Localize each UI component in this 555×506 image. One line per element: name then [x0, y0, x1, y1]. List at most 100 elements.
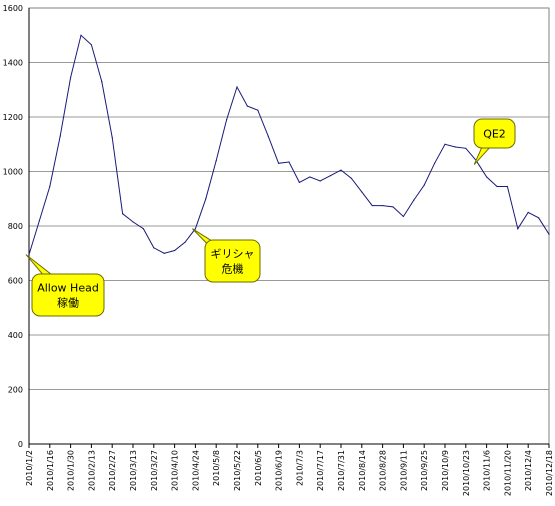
- x-tick-label: 2010/10/23: [462, 450, 471, 496]
- data-point: [309, 176, 311, 178]
- x-tick-label: 2010/12/4: [524, 450, 533, 491]
- y-tick-label: 1600: [3, 4, 23, 13]
- x-tick-label: 2010/11/20: [503, 450, 512, 496]
- callout-label: 危機: [222, 262, 244, 276]
- y-tick-label: 800: [8, 222, 23, 231]
- data-point: [194, 228, 196, 230]
- y-tick-label: 1400: [3, 59, 23, 68]
- data-point: [215, 160, 217, 162]
- data-point: [122, 213, 124, 215]
- data-point: [548, 233, 550, 235]
- callout-label: QE2: [483, 128, 506, 141]
- callout-label: ギリシャ: [211, 248, 255, 261]
- data-point: [90, 44, 92, 46]
- data-point: [465, 147, 467, 149]
- data-point: [132, 221, 134, 223]
- data-point: [278, 162, 280, 164]
- gridlines: [29, 7, 549, 390]
- x-tick-label: 2010/7/31: [337, 450, 346, 491]
- data-point: [298, 181, 300, 183]
- x-tick-label: 2010/9/25: [420, 450, 429, 491]
- data-point: [330, 174, 332, 177]
- x-tick-label: 2010/12/18: [545, 450, 554, 496]
- x-tick-label: 2010/5/8: [212, 450, 221, 486]
- callout-fill: [206, 241, 259, 281]
- x-tick-label: 2010/2/27: [108, 450, 117, 491]
- data-point: [340, 169, 342, 171]
- data-point: [506, 185, 508, 188]
- data-point: [434, 162, 436, 164]
- data-point: [319, 180, 321, 182]
- data-point: [288, 161, 290, 163]
- y-tick-label: 1200: [3, 113, 23, 122]
- x-tick-label: 2010/4/24: [191, 450, 200, 491]
- callout-label: Allow Head: [37, 282, 99, 295]
- x-tick-label: 2010/1/30: [67, 450, 76, 491]
- data-point: [527, 211, 529, 213]
- data-point: [517, 228, 519, 230]
- data-point: [382, 204, 384, 207]
- data-point: [454, 146, 456, 148]
- data-point: [444, 143, 446, 145]
- data-point: [413, 199, 415, 201]
- data-point: [350, 177, 352, 179]
- data-point: [184, 241, 186, 243]
- x-tick-label: 2010/1/16: [46, 450, 55, 491]
- data-point: [392, 206, 394, 208]
- data-point: [371, 204, 373, 207]
- data-point: [163, 252, 165, 254]
- x-tick-label: 2010/6/19: [275, 450, 284, 491]
- data-point: [486, 176, 488, 178]
- x-tick-label: 2010/4/10: [171, 450, 180, 491]
- callout-fill: [475, 120, 514, 147]
- y-tick-label: 600: [8, 277, 23, 286]
- x-tick-label: 2010/1/2: [25, 450, 34, 486]
- callout-label: 稼働: [57, 296, 79, 310]
- data-point: [142, 228, 144, 230]
- data-point: [153, 247, 155, 249]
- axes: [28, 7, 550, 448]
- callout-fill: [33, 275, 103, 315]
- y-tick-label: 200: [8, 386, 23, 395]
- data-point: [101, 80, 103, 83]
- data-point: [402, 215, 404, 218]
- x-tick-label: 2010/3/13: [129, 450, 138, 491]
- x-tick-label: 2010/8/14: [358, 450, 367, 491]
- data-point: [246, 105, 248, 107]
- data-point: [361, 191, 363, 193]
- data-point: [38, 219, 41, 222]
- data-point: [226, 119, 228, 121]
- x-tick-label: 2010/5/22: [233, 450, 242, 491]
- data-point: [205, 198, 207, 200]
- x-tick-label: 2010/2/13: [87, 450, 96, 491]
- data-point: [28, 254, 30, 256]
- x-tick-label: 2010/6/5: [254, 450, 263, 486]
- x-tick-label: 2010/9/11: [399, 450, 408, 491]
- x-tick-label: 2010/7/3: [295, 450, 304, 486]
- x-tick-label: 2010/11/6: [483, 450, 492, 491]
- data-point: [538, 217, 540, 219]
- data-point: [80, 34, 82, 36]
- data-point: [49, 185, 51, 188]
- y-tick-label: 0: [18, 440, 23, 449]
- x-tick-label: 2010/3/27: [150, 450, 159, 491]
- data-point: [267, 135, 269, 137]
- y-tick-label: 1000: [3, 168, 23, 177]
- data-point: [70, 76, 72, 79]
- callout: QE2: [473, 118, 516, 165]
- y-tick-labels: 0 200 400 600 800 1000 1200 1400 1600: [3, 4, 23, 449]
- x-tick-label: 2010/10/9: [441, 450, 450, 491]
- data-point: [257, 109, 259, 111]
- x-tick-label: 2010/8/28: [379, 450, 388, 491]
- data-point: [236, 86, 238, 88]
- data-point: [111, 136, 113, 139]
- x-tick-labels: 2010/1/2 2010/1/16 2010/1/30 2010/2/13 2010/…: [25, 450, 554, 496]
- y-tick-label: 400: [8, 331, 23, 340]
- data-point: [423, 184, 425, 186]
- x-tick-label: 2010/7/17: [316, 450, 325, 491]
- data-point: [59, 135, 61, 137]
- data-point: [174, 249, 176, 252]
